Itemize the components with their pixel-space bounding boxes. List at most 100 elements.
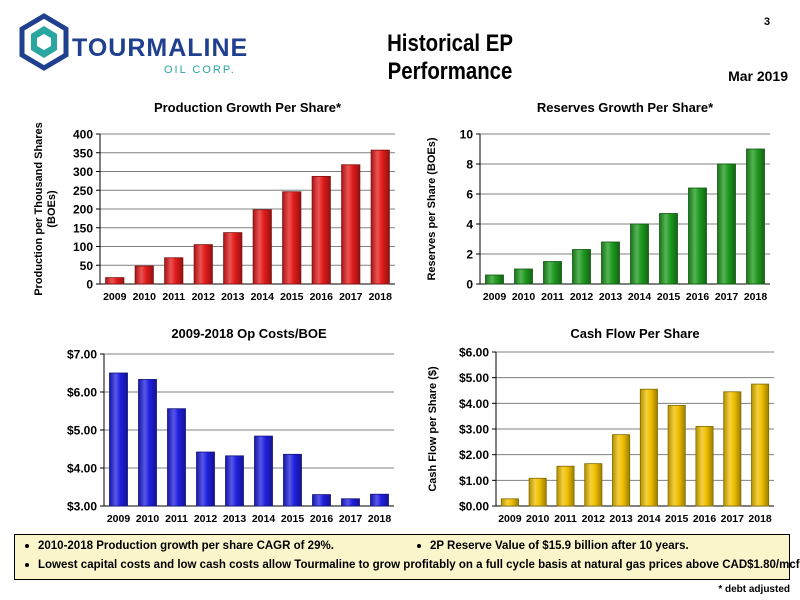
y-tick-label: 6	[466, 188, 473, 202]
bar-2013	[223, 232, 243, 285]
bar-2014	[254, 435, 273, 507]
chart-title: 2009-2018 Op Costs/BOE	[171, 326, 327, 341]
bar-2010	[514, 268, 533, 285]
x-tick-label: 2011	[541, 291, 564, 303]
y-tick-label: 350	[73, 146, 93, 160]
bar-2009	[485, 274, 504, 285]
y-tick-label: 150	[73, 221, 93, 235]
x-tick-label: 2012	[570, 291, 594, 303]
chart-title: Reserves Growth Per Share*	[537, 100, 714, 115]
x-tick-label: 2013	[223, 513, 247, 525]
page-number: 3	[764, 16, 771, 28]
y-tick-label: $2.00	[459, 448, 489, 462]
bar-2018	[370, 493, 389, 507]
y-tick-label: 50	[80, 259, 94, 273]
x-tick-label: 2012	[192, 291, 216, 303]
y-tick-label: $5.00	[459, 371, 489, 385]
x-tick-label: 2015	[280, 291, 304, 303]
y-tick-label: 8	[466, 158, 473, 172]
bullet-dot	[417, 543, 421, 548]
x-tick-label: 2016	[310, 291, 334, 303]
x-tick-label: 2015	[657, 291, 681, 303]
logo-subtitle: OIL CORP.	[164, 64, 236, 76]
y-tick-label: 400	[73, 128, 93, 142]
y-tick-label: $3.00	[67, 500, 97, 514]
y-tick-label: $7.00	[67, 348, 97, 362]
x-tick-label: 2018	[368, 513, 392, 525]
y-tick-label: 10	[460, 128, 474, 142]
x-tick-label: 2009	[107, 513, 131, 525]
x-tick-label: 2010	[136, 513, 160, 525]
bar-2010	[528, 477, 547, 507]
bar-2010	[134, 265, 154, 285]
x-tick-label: 2013	[221, 291, 245, 303]
x-tick-label: 2011	[165, 513, 188, 525]
bar-2018	[370, 149, 390, 285]
y-tick-label: $6.00	[459, 346, 489, 360]
bar-2016	[312, 494, 331, 507]
op-costs-chart: 2009-2018 Op Costs/BOE $3.00 $4.00 $5.00 $6.…	[67, 326, 394, 525]
x-tick-label: 2012	[194, 513, 218, 525]
y-tick-label: 0	[86, 278, 93, 292]
x-tick-label: 2016	[310, 513, 334, 525]
bar-2016	[311, 175, 331, 285]
x-tick-label: 2017	[339, 291, 363, 303]
y-tick-label: 100	[73, 240, 93, 254]
x-tick-label: 2010	[526, 513, 550, 525]
y-tick-label: 2	[466, 248, 473, 262]
chart-title: Cash Flow Per Share	[570, 326, 699, 341]
y-tick-label: 250	[73, 184, 93, 198]
bar-2009	[500, 498, 519, 507]
y-tick-label: $0.00	[459, 500, 489, 514]
x-tick-label: 2018	[744, 291, 768, 303]
y-axis-label: Reserves per Share (BOEs)	[426, 137, 438, 280]
x-tick-label: 2011	[554, 513, 577, 525]
x-tick-label: 2014	[628, 291, 652, 303]
bar-2017	[341, 498, 360, 507]
bar-2015	[659, 213, 678, 285]
y-tick-label: $6.00	[67, 386, 97, 400]
bar-2014	[630, 223, 649, 285]
logo-wordmark: TOURMALINE	[72, 34, 249, 62]
y-tick-label: 0	[466, 278, 473, 292]
bar-2018	[746, 148, 765, 285]
page-title: Historical EP Performance	[387, 30, 513, 85]
page-date: Mar 2019	[728, 68, 788, 84]
x-tick-label: 2010	[512, 291, 536, 303]
bar-2012	[572, 249, 591, 285]
x-tick-label: 2014	[637, 513, 661, 525]
x-tick-label: 2015	[281, 513, 305, 525]
y-tick-label: $5.00	[67, 424, 97, 438]
cash-flow-chart: Cash Flow Per Share Cash Flow per Share (…	[427, 326, 774, 525]
x-tick-label: 2017	[715, 291, 739, 303]
bar-2010	[138, 379, 157, 507]
x-tick-label: 2018	[369, 291, 393, 303]
bar-2011	[164, 257, 184, 285]
bar-2012	[193, 244, 213, 285]
x-tick-label: 2013	[609, 513, 633, 525]
x-tick-label: 2011	[162, 291, 185, 303]
bullet-production-cagr: 2010-2018 Production growth per share CA…	[25, 540, 334, 552]
bar-2013	[225, 455, 244, 507]
y-axis-label: Cash Flow per Share ($)	[427, 366, 439, 492]
bar-2015	[282, 191, 302, 285]
y-tick-label: 200	[73, 203, 93, 217]
x-tick-label: 2009	[103, 291, 127, 303]
bar-2015	[667, 404, 686, 507]
bar-2009	[105, 277, 125, 285]
x-tick-label: 2014	[252, 513, 276, 525]
bar-2011	[543, 261, 562, 285]
bar-2017	[717, 163, 736, 285]
x-tick-label: 2016	[686, 291, 710, 303]
y-tick-label: 4	[466, 218, 473, 232]
footnote: * debt adjusted	[718, 584, 790, 595]
y-tick-label: $1.00	[459, 474, 489, 488]
y-tick-label: $3.00	[459, 423, 489, 437]
bar-2017	[723, 391, 742, 507]
bar-2013	[601, 241, 620, 285]
bullet-reserve-value: 2P Reserve Value of $15.9 billion after …	[417, 540, 689, 552]
production-growth-chart: Production Growth Per Share* Production p…	[33, 100, 395, 303]
x-tick-label: 2014	[251, 291, 275, 303]
y-tick-label: $4.00	[459, 397, 489, 411]
x-tick-label: 2009	[483, 291, 507, 303]
